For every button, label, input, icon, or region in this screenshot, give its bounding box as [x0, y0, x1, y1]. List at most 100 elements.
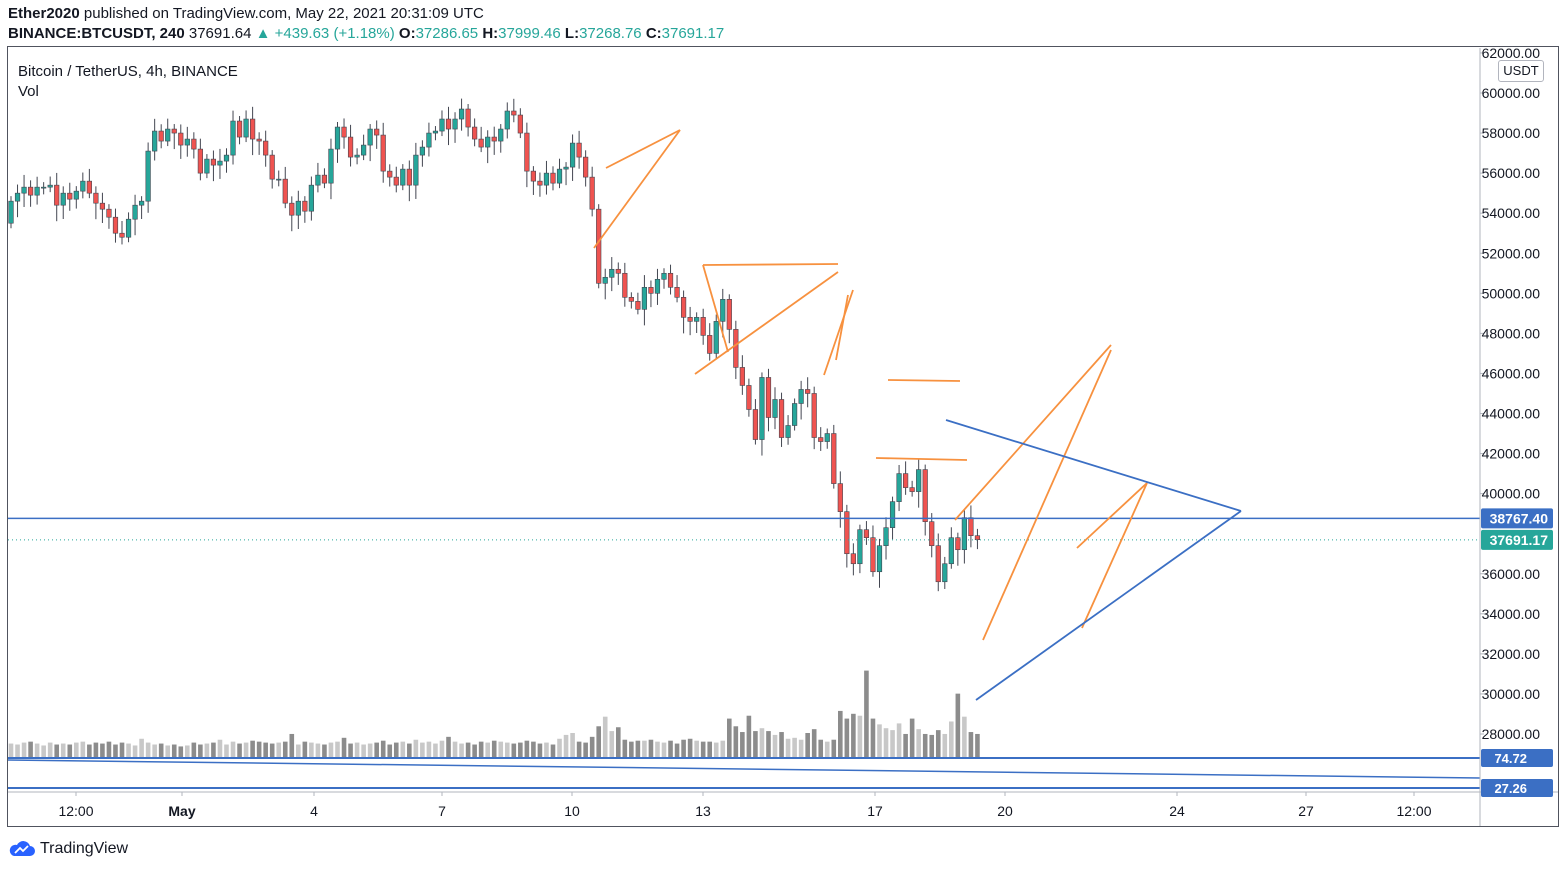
volume-bar — [113, 744, 118, 757]
volume-bar — [446, 736, 451, 757]
candle-body — [263, 140, 269, 156]
volume-bar — [158, 743, 164, 757]
volume-bar — [54, 744, 60, 757]
candle-body — [805, 389, 811, 394]
volume-bar — [824, 741, 830, 757]
volume-bar — [276, 742, 282, 757]
candle-body — [563, 166, 569, 170]
volume-bar — [41, 745, 46, 757]
volume-bar — [472, 744, 477, 757]
candle-body — [367, 128, 373, 146]
candle-body — [615, 268, 621, 274]
y-tick-label: 60000.00 — [1482, 85, 1541, 101]
volume-bar — [583, 742, 588, 757]
candle-body — [47, 184, 53, 188]
volume-bar — [727, 718, 732, 757]
volume-bar — [465, 742, 471, 757]
candle-body — [276, 178, 282, 181]
pattern-trendline — [835, 294, 849, 361]
publish-text: published on TradingView.com, May 22, 20… — [83, 5, 484, 22]
volume-bar — [198, 744, 203, 757]
volume-bar — [282, 741, 288, 757]
volume-bar — [759, 728, 765, 757]
candle-body — [622, 272, 628, 298]
candle-body — [530, 170, 536, 182]
volume-bar — [883, 728, 889, 757]
volume-bar — [576, 741, 582, 757]
pattern-trendline — [823, 289, 854, 376]
volume-bar — [498, 741, 504, 757]
currency-unit-button[interactable]: USDT — [1498, 60, 1544, 82]
volume-bar — [322, 744, 327, 757]
candle-body — [393, 176, 399, 186]
volume-bar — [491, 740, 497, 757]
candle-body — [184, 138, 190, 146]
candle-body — [419, 146, 425, 156]
volume-bar — [459, 743, 464, 757]
volume-bar — [844, 718, 850, 757]
candle-body — [112, 216, 119, 234]
candle-body — [818, 437, 824, 442]
volume-bar — [838, 710, 843, 757]
candle-body — [73, 190, 79, 200]
volume-bar — [746, 715, 752, 757]
volume-bar — [942, 733, 948, 757]
candle-body — [269, 154, 275, 180]
chart-legend: Bitcoin / TetherUS, 4h, BINANCE Vol — [18, 62, 238, 102]
candle-body — [321, 174, 328, 184]
axis-layer: 62000.00 60000.00 58000.00 56000.00 54000.00… — [8, 45, 1558, 826]
candle-body — [876, 545, 883, 573]
candle-body — [733, 329, 739, 368]
candle-body — [302, 200, 308, 212]
pattern-trendline — [887, 379, 961, 382]
volume-bar — [602, 716, 608, 757]
candle-body — [654, 278, 661, 294]
candle-body — [785, 425, 791, 438]
y-tick-label: 50000.00 — [1482, 285, 1541, 301]
candle-body — [86, 180, 92, 194]
candle-body — [178, 132, 184, 146]
volume-bar — [296, 744, 301, 757]
volume-bar — [550, 744, 556, 757]
volume-bar — [537, 743, 543, 757]
candle-body — [746, 385, 752, 410]
candle-body — [778, 399, 785, 438]
tradingview-footer[interactable]: TradingView — [8, 838, 128, 860]
tradingview-brand: TradingView — [40, 840, 129, 857]
candle-body — [850, 553, 856, 565]
volume-bar — [28, 741, 33, 757]
volume-bar — [707, 741, 713, 757]
y-tick-label: 30000.00 — [1482, 686, 1541, 702]
candle-body — [948, 537, 954, 565]
volume-bar — [485, 742, 490, 757]
candle-body — [942, 563, 948, 583]
volume-bar — [47, 742, 53, 757]
volume-bar — [615, 727, 621, 757]
candle-body — [472, 126, 478, 140]
volume-bar — [962, 716, 967, 757]
triangle-upper-line — [945, 419, 1242, 512]
candle-body — [217, 160, 223, 166]
volume-bar — [393, 742, 399, 757]
candle-body — [700, 317, 706, 336]
candle-body — [485, 136, 491, 148]
candle-body — [667, 272, 674, 288]
volume-bar — [452, 741, 458, 757]
candle-body — [361, 144, 367, 156]
volume-bar — [420, 742, 425, 757]
pattern-trendline — [694, 271, 839, 375]
open-label: O: — [398, 25, 416, 42]
y-tick-label: 46000.00 — [1482, 365, 1541, 381]
author-name[interactable]: Ether2020 — [8, 5, 80, 22]
volume-bar — [309, 742, 314, 757]
volume-bar — [60, 743, 66, 757]
candle-body — [465, 108, 471, 128]
volume-bar — [922, 733, 928, 757]
volume-bar — [518, 742, 523, 757]
y-tick-label: 34000.00 — [1482, 606, 1541, 622]
volume-bar — [367, 743, 373, 757]
volume-bar — [694, 740, 699, 757]
candle-body — [772, 399, 778, 418]
tradingview-cloud-icon — [9, 841, 36, 856]
